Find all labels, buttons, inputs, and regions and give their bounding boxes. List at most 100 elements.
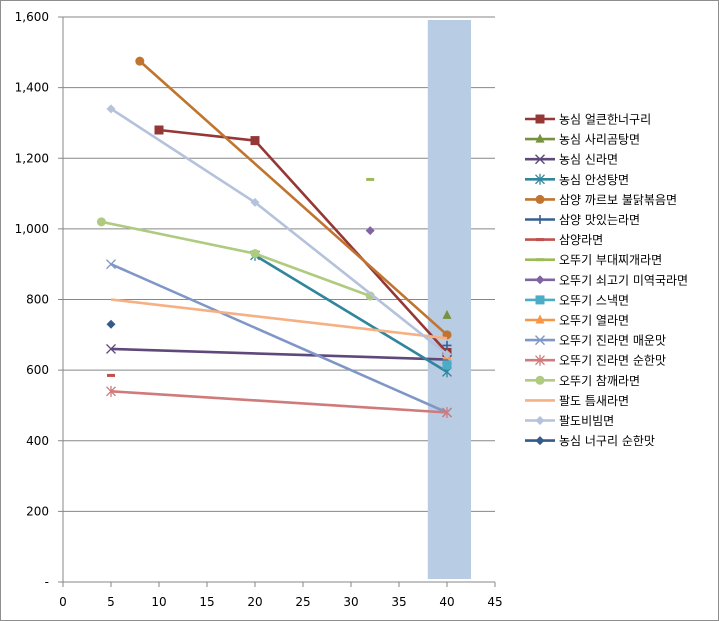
series-line: [110, 262, 448, 414]
series-line: [110, 298, 448, 340]
x-tick-label: 25: [295, 595, 310, 609]
data-point: [107, 373, 115, 377]
data-point: [365, 226, 375, 236]
x-tick-label: 30: [343, 595, 358, 609]
legend-label: 농심 안성탕면: [559, 173, 629, 187]
y-tick-label: 800: [26, 293, 49, 307]
data-point: [154, 125, 164, 135]
legend-label: 삼양 까르보 불닭볶음면: [559, 193, 677, 207]
legend-item: 팔도 틈새라면: [525, 394, 629, 408]
legend-label: 오뚜기 열라면: [559, 314, 629, 328]
legend-marker: [535, 194, 545, 204]
legend-label: 농심 사리곰탕면: [559, 133, 640, 147]
legend-item: 삼양라면: [525, 233, 603, 247]
y-tick-label: -: [45, 575, 49, 589]
data-point: [106, 104, 116, 114]
legend-marker: [535, 133, 545, 143]
legend-marker: [535, 114, 545, 124]
legend-marker: [535, 215, 545, 224]
legend-item: 오뚜기 스낵면: [525, 293, 629, 307]
legend-item: 삼양 까르보 불닭볶음면: [525, 193, 677, 207]
y-tick-label: 1,200: [15, 151, 49, 165]
legend-label: 팔도비빔면: [559, 414, 614, 428]
legend-item: 오뚜기 열라면: [525, 314, 629, 328]
highlight-band: [427, 20, 471, 579]
data-point: [442, 407, 452, 418]
series-6: [442, 340, 452, 350]
legend-item: 농심 안성탕면: [525, 173, 629, 187]
y-tick-label: 600: [26, 363, 49, 377]
x-tick-label: 10: [151, 595, 166, 609]
series-13: [106, 385, 452, 418]
legend-item: 오뚜기 참깨라면: [525, 374, 640, 388]
legend-label: 팔도 틈새라면: [559, 394, 629, 408]
legend-item: 삼양 맛있는라면: [525, 213, 640, 227]
legend-marker: [535, 436, 545, 446]
legend-label: 농심 너구리 순한맛: [559, 434, 655, 448]
legend-marker: [535, 173, 545, 185]
series-line: [110, 390, 448, 414]
legend-label: 오뚜기 참깨라면: [559, 374, 640, 388]
x-tick-label: 40: [439, 595, 454, 609]
series-line: [101, 220, 371, 298]
legend-item: 농심 사리곰탕면: [525, 133, 640, 147]
legend-marker: [536, 238, 544, 242]
legend-item: 오뚜기 부대찌개라면: [525, 253, 662, 267]
legend-item: 팔도비빔면: [525, 414, 614, 428]
legend-marker: [535, 416, 545, 425]
legend-label: 오뚜기 진라면 순한맛: [559, 354, 666, 368]
y-tick-label: 1,000: [15, 222, 49, 236]
legend-marker: [536, 258, 544, 262]
legend-item: 오뚜기 쇠고기 미역국라면: [525, 273, 688, 287]
data-point: [442, 349, 452, 359]
legend-marker: [535, 295, 545, 305]
data-point: [135, 56, 145, 66]
legend-label: 농심 신라면: [559, 153, 618, 167]
legend-label: 삼양라면: [559, 233, 603, 247]
legend-label: 삼양 맛있는라면: [559, 213, 640, 227]
legend-item: 오뚜기 진라면 매운맛: [525, 334, 666, 348]
data-point: [250, 197, 260, 207]
legend-marker: [535, 375, 545, 385]
data-point: [442, 340, 452, 350]
data-point: [96, 217, 106, 227]
y-tick-label: 1,600: [15, 10, 49, 24]
series-3: [106, 343, 452, 365]
x-tick-label: 20: [247, 595, 262, 609]
x-tick-label: 15: [199, 595, 214, 609]
legend-marker: [535, 314, 545, 324]
x-tick-label: 0: [59, 595, 67, 609]
legend-label: 오뚜기 진라면 매운맛: [559, 334, 666, 348]
x-tick-label: 5: [107, 595, 115, 609]
series-15: [110, 298, 448, 340]
series-16: [106, 104, 452, 359]
series-10: [442, 360, 452, 370]
legend-label: 농심 얼큰한너구리: [559, 113, 651, 127]
x-tick-label: 45: [487, 595, 502, 609]
data-point: [106, 343, 116, 354]
legend-item: 농심 너구리 순한맛: [525, 434, 655, 448]
data-point: [106, 259, 116, 270]
data-point: [442, 360, 452, 370]
legend-item: 오뚜기 진라면 순한맛: [525, 354, 666, 368]
legend-label: 오뚜기 쇠고기 미역국라면: [559, 273, 688, 287]
y-tick-label: 200: [26, 504, 49, 518]
legend-marker: [535, 275, 545, 285]
legend-marker: [535, 154, 545, 165]
legend-marker: [535, 354, 545, 366]
data-point: [106, 319, 116, 329]
series-2: [442, 309, 452, 319]
y-tick-label: 400: [26, 434, 49, 448]
data-point: [106, 385, 116, 397]
legend-item: 농심 신라면: [525, 153, 618, 167]
series-8: [366, 177, 375, 181]
data-point: [366, 177, 375, 181]
legend-item: 농심 얼큰한너구리: [525, 113, 651, 127]
y-tick-label: 1,400: [15, 81, 49, 95]
series-line: [110, 347, 448, 361]
series-7: [107, 373, 115, 377]
series-line: [138, 60, 448, 336]
series-9: [365, 226, 375, 236]
